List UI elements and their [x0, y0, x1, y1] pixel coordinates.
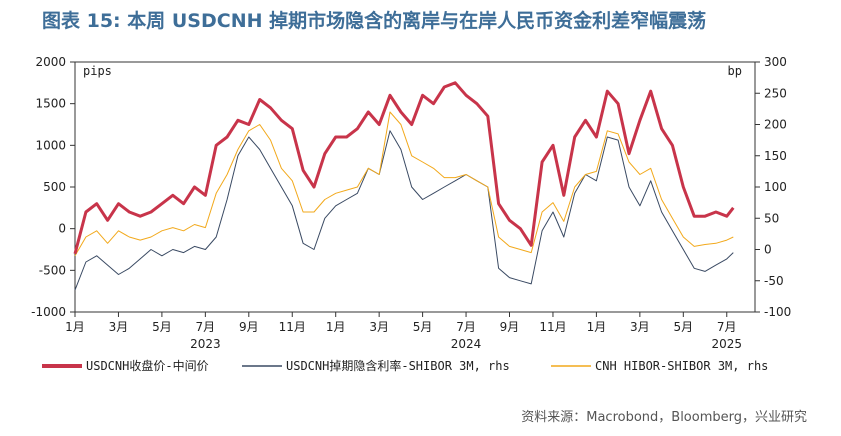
right-tick-label: -50: [764, 274, 784, 288]
year-label: 2023: [190, 337, 221, 351]
left-tick-label: 0: [58, 222, 66, 236]
x-tick-label: 5月: [413, 320, 433, 334]
series-line-3: [74, 111, 734, 257]
right-tick-label: -100: [764, 305, 791, 319]
right-tick-label: 150: [764, 149, 787, 163]
series-layer: [73, 81, 735, 291]
legend: USDCNH收盘价-中间价 USDCNH掉期隐含利率-SHIBOR 3M, rhs…: [42, 358, 768, 373]
x-tick-label: 7月: [196, 320, 216, 334]
x-tick-label: 11月: [539, 320, 566, 334]
legend-label-2: USDCNH掉期隐含利率-SHIBOR 3M, rhs: [286, 358, 510, 373]
x-tick-label: 7月: [456, 320, 476, 334]
series-line-1: [73, 81, 735, 255]
source-note: 资料来源：Macrobond，Bloomberg，兴业研究: [521, 410, 807, 425]
x-tick-label: 5月: [152, 320, 172, 334]
right-tick-label: 200: [764, 118, 787, 132]
right-tick-label: 100: [764, 180, 787, 194]
chart-title: 图表 15: 本周 USDCNH 掉期市场隐含的离岸与在岸人民币资金利差窄幅震荡: [42, 10, 707, 32]
left-tick-label: -500: [39, 263, 66, 277]
x-tick-label: 9月: [239, 320, 259, 334]
x-tick-label: 3月: [630, 320, 650, 334]
x-tick-label: 3月: [109, 320, 129, 334]
year-label: 2025: [711, 337, 742, 351]
x-tick-label: 9月: [500, 320, 520, 334]
left-tick-label: -1000: [31, 305, 66, 319]
x-tick-label: 11月: [279, 320, 306, 334]
legend-label-1: USDCNH收盘价-中间价: [86, 358, 209, 373]
left-axis-unit: pips: [83, 64, 112, 78]
right-axis: 300 250 200 150 100 50 0 -50 -100: [755, 55, 791, 319]
x-axis: 1月 3月 5月 7月 9月 11月 1月 3月 5月 7月 9月 11月 1月 3月 5月 7月 2023 20…: [65, 312, 742, 351]
x-tick-label: 1月: [587, 320, 607, 334]
right-tick-label: 300: [764, 55, 787, 69]
x-tick-label: 1月: [326, 320, 346, 334]
series-line-2: [74, 130, 734, 291]
x-tick-label: 5月: [673, 320, 693, 334]
x-tick-label: 1月: [65, 320, 85, 334]
left-tick-label: 2000: [35, 55, 66, 69]
left-tick-label: 1500: [35, 97, 66, 111]
x-tick-label: 3月: [369, 320, 389, 334]
year-label: 2024: [451, 337, 482, 351]
right-tick-label: 50: [764, 211, 779, 225]
left-tick-label: 1000: [35, 138, 66, 152]
right-axis-unit: bp: [728, 64, 742, 78]
left-axis: 2000 1500 1000 500 0 -500 -1000: [31, 55, 75, 319]
left-tick-label: 500: [43, 180, 66, 194]
right-tick-label: 0: [764, 243, 772, 257]
legend-label-3: CNH HIBOR-SHIBOR 3M, rhs: [595, 359, 768, 373]
right-tick-label: 250: [764, 86, 787, 100]
x-tick-label: 7月: [717, 320, 737, 334]
